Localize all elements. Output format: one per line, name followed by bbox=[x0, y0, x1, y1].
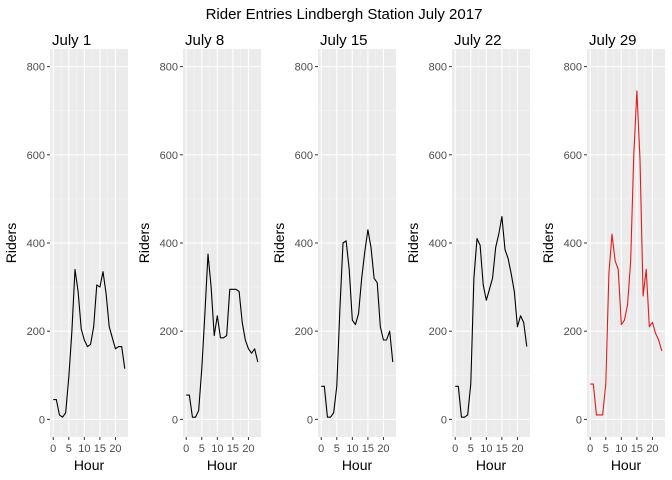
x-tick-label: 5 bbox=[468, 443, 474, 455]
x-tick-label: 20 bbox=[511, 443, 523, 455]
y-axis-title: Riders bbox=[136, 223, 152, 263]
y-tick-label: 0 bbox=[307, 414, 313, 426]
y-tick-label: 400 bbox=[27, 238, 45, 250]
y-tick-label: 200 bbox=[564, 326, 582, 338]
y-tick-label: 0 bbox=[172, 414, 178, 426]
y-tick-label: 400 bbox=[160, 238, 178, 250]
x-tick-label: 0 bbox=[183, 443, 189, 455]
x-axis-title: Hour bbox=[342, 457, 373, 473]
y-tick-label: 200 bbox=[429, 326, 447, 338]
y-tick-label: 200 bbox=[27, 326, 45, 338]
x-tick-label: 0 bbox=[452, 443, 458, 455]
x-axis-title: Hour bbox=[476, 457, 507, 473]
x-tick-label: 0 bbox=[318, 443, 324, 455]
y-tick-label: 800 bbox=[564, 62, 582, 74]
y-axis-title: Riders bbox=[540, 223, 556, 263]
y-tick-label: 600 bbox=[27, 150, 45, 162]
y-tick-label: 800 bbox=[295, 62, 313, 74]
y-tick-label: 200 bbox=[160, 326, 178, 338]
x-axis-title: Hour bbox=[74, 457, 105, 473]
series-line bbox=[53, 268, 126, 418]
panel-label: July 22 bbox=[454, 32, 502, 49]
panel-label: July 8 bbox=[185, 32, 224, 49]
y-tick-label: 0 bbox=[441, 414, 447, 426]
y-axis-title: Riders bbox=[405, 223, 421, 263]
series-line bbox=[455, 216, 528, 418]
y-tick-label: 200 bbox=[295, 326, 313, 338]
x-tick-label: 10 bbox=[211, 443, 223, 455]
y-axis-title: Riders bbox=[271, 223, 287, 263]
x-tick-label: 10 bbox=[346, 443, 358, 455]
series-line bbox=[590, 90, 663, 416]
y-tick-label: 800 bbox=[27, 62, 45, 74]
y-tick-label: 0 bbox=[39, 414, 45, 426]
y-tick-label: 600 bbox=[160, 150, 178, 162]
x-tick-label: 15 bbox=[227, 443, 239, 455]
panel-label: July 1 bbox=[52, 32, 91, 49]
x-tick-label: 5 bbox=[603, 443, 609, 455]
x-tick-label: 15 bbox=[631, 443, 643, 455]
x-tick-label: 15 bbox=[94, 443, 106, 455]
x-tick-label: 20 bbox=[646, 443, 658, 455]
y-tick-label: 800 bbox=[429, 62, 447, 74]
y-tick-label: 600 bbox=[295, 150, 313, 162]
y-tick-label: 400 bbox=[429, 238, 447, 250]
x-tick-label: 5 bbox=[199, 443, 205, 455]
x-tick-label: 20 bbox=[242, 443, 254, 455]
x-tick-label: 0 bbox=[50, 443, 56, 455]
y-tick-label: 400 bbox=[564, 238, 582, 250]
x-tick-label: 20 bbox=[377, 443, 389, 455]
panel-label: July 15 bbox=[320, 32, 368, 49]
y-axis-title: Riders bbox=[3, 223, 19, 263]
series-line bbox=[321, 229, 394, 418]
y-tick-label: 600 bbox=[429, 150, 447, 162]
y-tick-label: 800 bbox=[160, 62, 178, 74]
x-tick-label: 10 bbox=[480, 443, 492, 455]
x-tick-label: 0 bbox=[587, 443, 593, 455]
panel-label: July 29 bbox=[589, 32, 637, 49]
y-tick-label: 0 bbox=[576, 414, 582, 426]
x-tick-label: 5 bbox=[334, 443, 340, 455]
x-tick-label: 15 bbox=[362, 443, 374, 455]
x-axis-title: Hour bbox=[207, 457, 238, 473]
x-tick-label: 5 bbox=[66, 443, 72, 455]
x-tick-label: 15 bbox=[496, 443, 508, 455]
chart-title: Rider Entries Lindbergh Station July 201… bbox=[206, 6, 483, 23]
x-axis-title: Hour bbox=[611, 457, 642, 473]
series-line bbox=[186, 253, 259, 418]
y-tick-label: 600 bbox=[564, 150, 582, 162]
x-tick-label: 10 bbox=[615, 443, 627, 455]
y-tick-label: 400 bbox=[295, 238, 313, 250]
x-tick-label: 10 bbox=[78, 443, 90, 455]
x-tick-label: 20 bbox=[109, 443, 121, 455]
